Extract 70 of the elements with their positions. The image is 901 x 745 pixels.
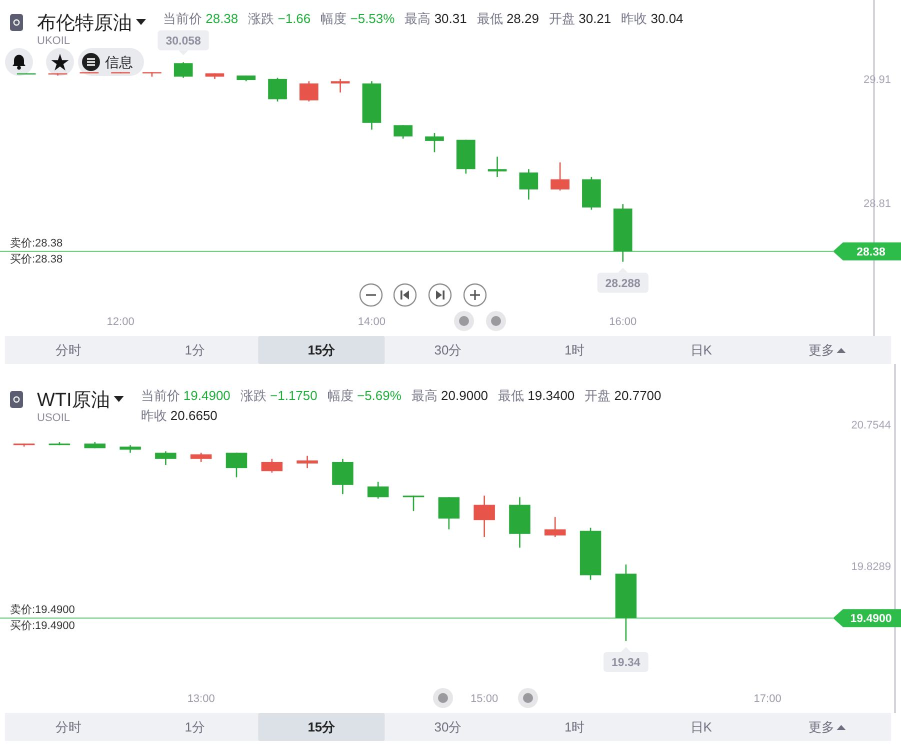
- ref-line-label: 28.38: [856, 246, 886, 258]
- text: 28.288: [605, 278, 640, 290]
- candlestick: [438, 496, 460, 530]
- candlestick: [544, 516, 566, 538]
- text: 更多: [808, 342, 835, 358]
- text: 布伦特原油: [37, 13, 132, 34]
- annotation: 买价:19.4900: [10, 620, 75, 632]
- text: 更多: [808, 720, 835, 735]
- candlestick: [226, 452, 248, 478]
- text: 1分: [184, 720, 205, 735]
- annotation: 当前价 19.4900: [140, 388, 230, 403]
- annotation: 涨跌 −1.1750: [240, 388, 318, 403]
- text: 日K: [690, 342, 712, 358]
- candlestick: [296, 455, 318, 469]
- annotation: 幅度 −5.53%: [320, 11, 396, 26]
- candlestick: [550, 162, 570, 192]
- annotation: 最高 20.9000: [411, 388, 488, 403]
- candlestick: [190, 452, 212, 463]
- annotation: 买价:28.38: [10, 253, 63, 266]
- annotation: 当前价 28.38: [163, 11, 238, 26]
- candlestick: [519, 168, 538, 200]
- text: USOIL: [37, 412, 70, 424]
- annotation: 开盘 30.21: [549, 11, 612, 26]
- ref-line-label: 19.4900: [850, 613, 892, 626]
- text: 分时: [55, 342, 82, 358]
- annotation: 最低 28.29: [476, 11, 540, 26]
- candlestick: [174, 62, 193, 78]
- text: 15分: [308, 720, 336, 735]
- annotation: 开盘 20.7700: [584, 388, 662, 403]
- text: WTI原油: [37, 390, 110, 411]
- candlestick: [367, 481, 389, 500]
- x-tick-label: 14:00: [358, 316, 386, 328]
- annotation: 卖价:19.4900: [10, 602, 75, 616]
- x-tick-label: 13:00: [187, 692, 215, 705]
- annotation: 昨收 30.04: [621, 11, 684, 26]
- text: 分时: [55, 720, 82, 735]
- text: 15分: [308, 342, 336, 358]
- candlestick: [474, 494, 495, 538]
- annotation: 最高 30.31: [404, 11, 467, 26]
- x-tick-label: 16:00: [609, 316, 637, 328]
- candlestick: [330, 78, 350, 94]
- text: 1分: [184, 342, 205, 358]
- y-tick-label: 19.8289: [851, 561, 891, 574]
- candlestick: [402, 494, 424, 512]
- text: UKOIL: [37, 35, 70, 47]
- annotation: 信息: [105, 54, 133, 70]
- x-tick-label: 12:00: [106, 316, 134, 328]
- candlestick: [488, 156, 507, 178]
- candlestick: [425, 132, 444, 153]
- text: 19.34: [612, 657, 640, 670]
- text: 30分: [434, 342, 462, 358]
- text: 1时: [564, 720, 585, 735]
- x-tick-label: 17:00: [754, 692, 782, 705]
- annotation: 幅度 −5.69%: [327, 388, 402, 403]
- candlestick: [261, 458, 283, 474]
- annotation: 最低 19.3400: [498, 388, 575, 403]
- x-tick-label: 15:00: [470, 692, 498, 705]
- text: 1时: [564, 342, 585, 358]
- annotation: 卖价:28.38: [10, 236, 63, 250]
- y-tick-label: 20.7544: [851, 419, 891, 432]
- text: 30.058: [166, 35, 201, 48]
- annotation: 昨收 20.6650: [140, 408, 218, 423]
- candlestick: [268, 77, 287, 102]
- candlestick: [332, 458, 354, 495]
- candlestick: [155, 450, 176, 466]
- candlestick: [299, 80, 318, 102]
- annotation: 涨跌 −1.66: [248, 11, 311, 26]
- text: 日K: [690, 720, 712, 735]
- text: 30分: [434, 720, 462, 735]
- candlestick: [394, 124, 413, 140]
